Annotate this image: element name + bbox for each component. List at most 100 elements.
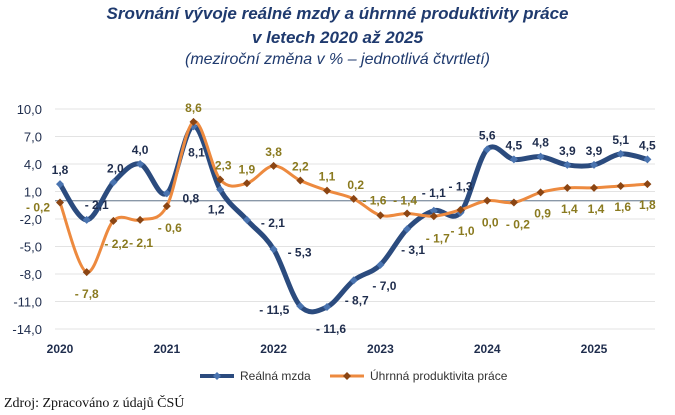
wage-data-label: 3,9 bbox=[586, 144, 603, 158]
productivity-data-label: - 1,6 bbox=[362, 193, 386, 207]
y-tick-label: 10,0 bbox=[17, 102, 42, 117]
productivity-point bbox=[109, 216, 118, 225]
wage-data-label: 4,5 bbox=[506, 138, 523, 152]
x-tick-label: 2020 bbox=[47, 342, 74, 356]
wage-data-label: 4,8 bbox=[532, 136, 549, 150]
y-tick-label: -11,0 bbox=[13, 295, 42, 310]
y-tick-label: 4,0 bbox=[24, 157, 42, 172]
wage-data-label: 5,1 bbox=[612, 133, 629, 147]
productivity-point bbox=[536, 188, 545, 197]
wage-data-label: - 2,1 bbox=[85, 198, 109, 212]
productivity-point bbox=[456, 205, 465, 214]
wage-point bbox=[429, 206, 438, 215]
legend-label-0: Reálná mzda bbox=[240, 369, 311, 383]
wage-point bbox=[349, 276, 358, 285]
wage-data-label: - 8,7 bbox=[345, 293, 369, 307]
wage-point bbox=[82, 215, 91, 224]
x-tick-label: 2025 bbox=[581, 342, 608, 356]
wage-data-label: 4,0 bbox=[132, 143, 149, 157]
wage-point bbox=[216, 185, 225, 194]
productivity-point bbox=[56, 198, 64, 207]
wage-data-label: - 1,3 bbox=[448, 180, 472, 194]
wage-point bbox=[109, 178, 118, 187]
productivity-data-label: - 2,2 bbox=[104, 237, 128, 251]
productivity-data-label: 0,2 bbox=[347, 178, 364, 192]
y-tick-label: -2,0 bbox=[20, 212, 42, 227]
productivity-data-label: 1,8 bbox=[639, 198, 656, 212]
productivity-point bbox=[590, 183, 598, 192]
wage-point bbox=[403, 225, 412, 234]
productivity-data-label: 1,4 bbox=[588, 202, 605, 216]
x-tick-label: 2021 bbox=[153, 342, 180, 356]
wage-point bbox=[296, 302, 305, 311]
chart-title-line2: v letech 2020 až 2025 bbox=[251, 28, 424, 47]
productivity-data-label: 1,6 bbox=[614, 200, 631, 214]
productivity-data-label: - 1,4 bbox=[393, 194, 417, 208]
wage-point bbox=[590, 160, 598, 169]
wage-point bbox=[509, 155, 518, 164]
wage-data-label: 1,8 bbox=[52, 163, 69, 177]
productivity-point bbox=[429, 212, 438, 221]
productivity-point bbox=[509, 198, 518, 207]
wage-data-label: 0,8 bbox=[182, 191, 199, 205]
wage-point bbox=[269, 245, 278, 254]
wage-data-label: - 11,5 bbox=[259, 303, 289, 317]
productivity-point bbox=[376, 211, 385, 220]
source-note: Zdroj: Zpracováno z údajů ČSÚ bbox=[4, 396, 185, 411]
productivity-point bbox=[216, 175, 225, 184]
wage-point bbox=[536, 152, 545, 161]
x-tick-label: 2023 bbox=[367, 342, 394, 356]
productivity-data-label: 1,9 bbox=[239, 162, 256, 176]
wage-data-label: - 1,1 bbox=[422, 186, 446, 200]
productivity-point bbox=[616, 182, 625, 190]
productivity-point bbox=[323, 186, 331, 195]
wage-data-label: - 3,1 bbox=[401, 243, 425, 257]
wage-point bbox=[483, 145, 492, 154]
productivity-data-label: 3,8 bbox=[265, 145, 282, 159]
productivity-point bbox=[189, 117, 198, 126]
y-tick-label: 7,0 bbox=[24, 130, 42, 145]
productivity-data-label: - 7,8 bbox=[75, 287, 99, 301]
wage-point bbox=[563, 160, 572, 169]
productivity-data-label: - 0,2 bbox=[26, 201, 50, 215]
productivity-data-label: 0,0 bbox=[482, 216, 499, 230]
wage-data-label: - 2,1 bbox=[261, 216, 285, 230]
productivity-data-label: 2,2 bbox=[292, 160, 309, 174]
productivity-data-label: 1,1 bbox=[319, 170, 336, 184]
productivity-point bbox=[269, 161, 278, 170]
wage-data-label: 1,2 bbox=[208, 203, 225, 217]
productivity-point bbox=[403, 209, 412, 218]
wage-point bbox=[616, 149, 625, 158]
productivity-data-label: - 1,0 bbox=[450, 224, 474, 238]
wage-point bbox=[56, 180, 64, 189]
legend-marker-1 bbox=[343, 372, 351, 380]
productivity-data-label: - 0,6 bbox=[158, 221, 182, 235]
productivity-point bbox=[643, 180, 652, 189]
wage-data-label: - 5,3 bbox=[288, 245, 312, 259]
wage-data-label: 3,9 bbox=[559, 144, 576, 158]
productivity-data-label: - 0,2 bbox=[506, 218, 530, 232]
wage-data-label: 8,1 bbox=[188, 145, 205, 159]
productivity-data-label: 1,4 bbox=[561, 202, 578, 216]
productivity-data-label: 2,3 bbox=[215, 159, 232, 173]
wage-point bbox=[376, 260, 385, 269]
chart-subtitle: (meziroční změna v % – jednotlivá čtvrtl… bbox=[185, 51, 490, 68]
y-tick-label: 1,0 bbox=[24, 185, 42, 200]
legend-label-1: Úhrnná produktivita práce bbox=[370, 368, 508, 383]
wage-data-label: 2,0 bbox=[107, 161, 124, 175]
productivity-point bbox=[563, 183, 572, 192]
wage-data-label: - 11,6 bbox=[316, 322, 346, 336]
wage-point bbox=[162, 189, 171, 198]
y-tick-label: -5,0 bbox=[20, 240, 42, 255]
productivity-point bbox=[296, 176, 305, 185]
chart-title-line1: Srovnání vývoje reálné mzdy a úhrnné pro… bbox=[106, 4, 569, 23]
y-tick-label: -14,0 bbox=[12, 322, 42, 337]
productivity-data-label: 8,6 bbox=[185, 101, 202, 115]
x-tick-label: 2022 bbox=[260, 342, 287, 356]
legend-marker-0 bbox=[213, 372, 221, 380]
x-tick-label: 2024 bbox=[474, 342, 501, 356]
wage-point bbox=[242, 215, 251, 224]
productivity-series-line bbox=[58, 120, 648, 274]
productivity-point bbox=[136, 215, 145, 224]
